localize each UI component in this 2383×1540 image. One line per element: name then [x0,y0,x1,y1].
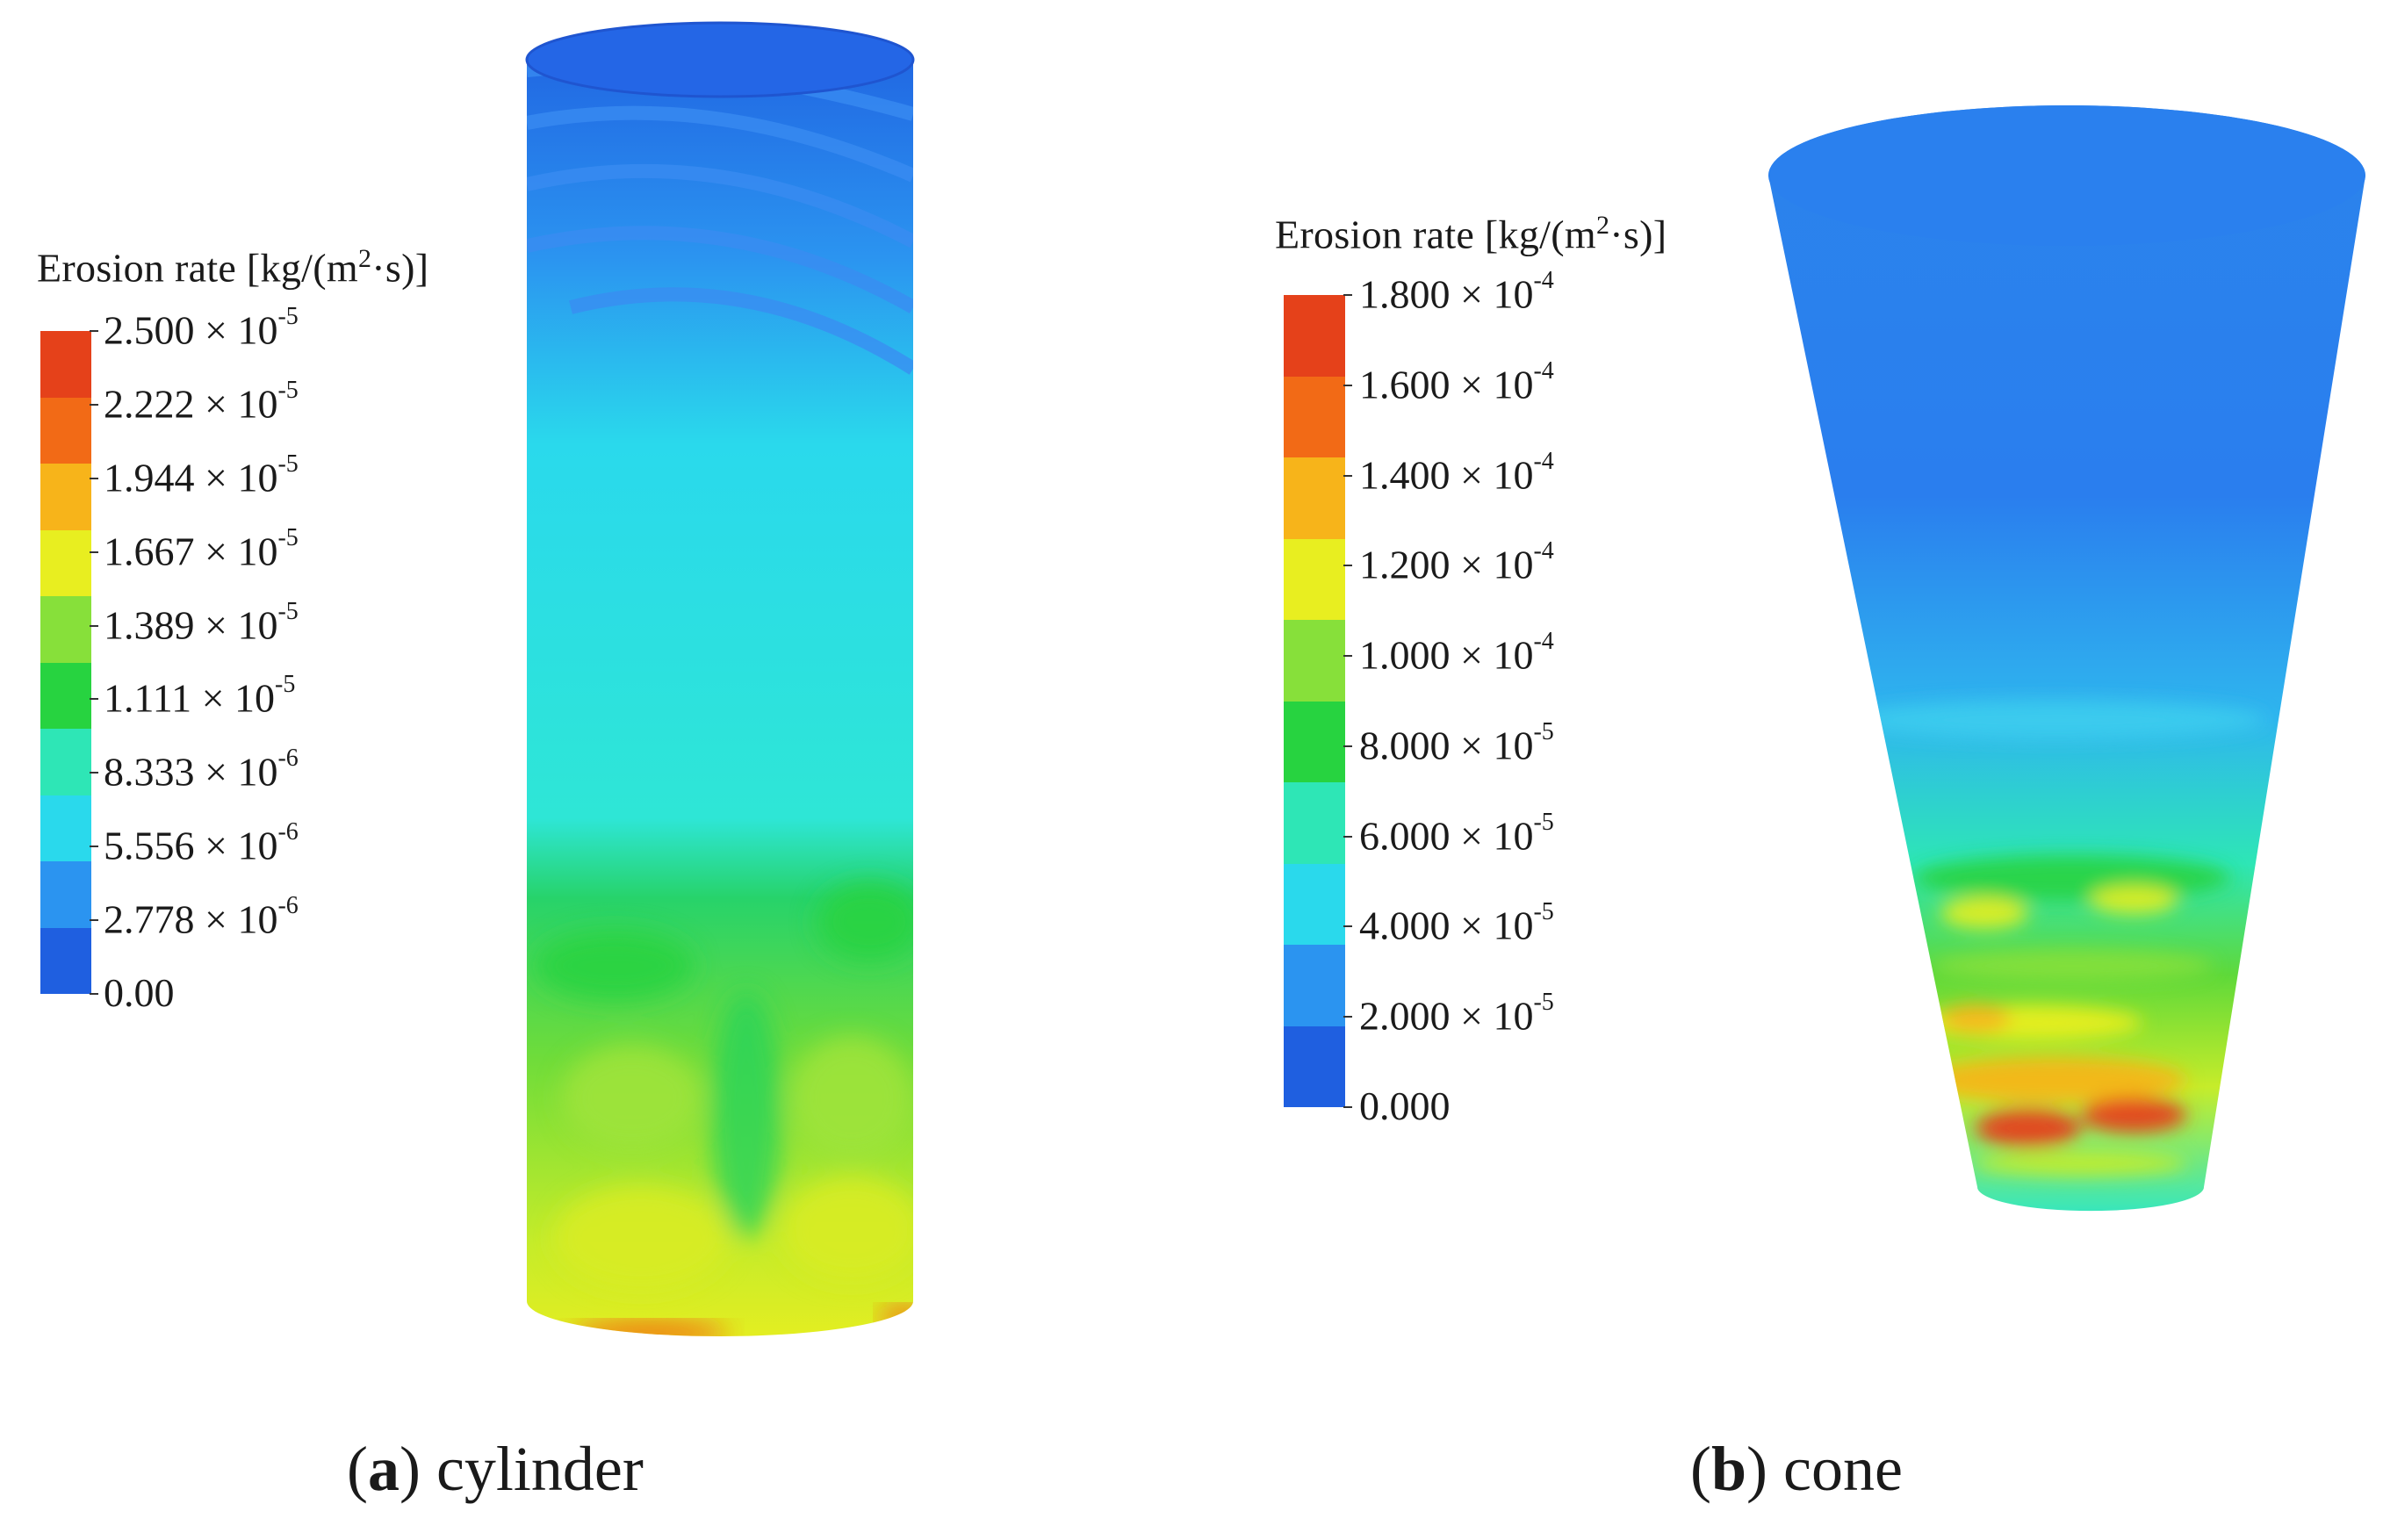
caption-a-text: cylinder [436,1434,644,1504]
colorbar-swatch [40,861,91,928]
colorbar-tick-mark [90,551,98,553]
colorbar-tick-label: 4.000 × 10-5 [1359,898,1554,948]
colorbar-swatch [1284,863,1345,945]
colorbar-tick-mark [1343,474,1352,477]
colorbar-swatch [1284,538,1345,620]
colorbar-tick-label: 2.500 × 10-5 [104,303,299,353]
legend-a-title: Erosion rate [kg/(m2·s)] [37,244,429,291]
colorbar-swatch [40,331,91,398]
colorbar-tick-label: 1.944 × 10-5 [104,450,299,500]
colorbar-swatch [1284,457,1345,539]
colorbar-tick-label: 6.000 × 10-5 [1359,808,1554,858]
colorbar-tick-mark [1343,745,1352,747]
colorbar-swatch [40,397,91,464]
colorbar-tick-mark [90,477,98,479]
colorbar-swatch [1284,945,1345,1026]
colorbar-tick-label: 1.000 × 10-4 [1359,628,1554,678]
colorbar-tick-mark [1343,384,1352,386]
colorbar-swatch [40,795,91,861]
colorbar-swatch [1284,376,1345,457]
colorbar-tick-label: 1.800 × 10-4 [1359,267,1554,317]
colorbar-swatch [1284,1025,1345,1107]
colorbar-swatch [1284,782,1345,864]
colorbar-tick-mark [90,772,98,774]
colorbar-tick-mark [1343,294,1352,296]
colorbar-tick-mark [1343,655,1352,658]
colorbar-tick-mark [90,698,98,701]
colorbar-tick-label: 2.222 × 10-5 [104,376,299,427]
colorbar-tick-label: 8.000 × 10-5 [1359,717,1554,768]
colorbar-tick-mark [1343,925,1352,928]
colorbar-tick-mark [1343,1106,1352,1108]
colorbar-tick-mark [1343,1016,1352,1018]
colorbar-tick-mark [1343,835,1352,838]
colorbar-tick-mark [90,919,98,922]
legend-a-colorbar [40,331,91,994]
cylinder-erosion-contour [525,21,915,1336]
colorbar-tick-label: 0.00 [104,970,175,1015]
colorbar-swatch [1284,620,1345,702]
colorbar-tick-mark [90,330,98,332]
caption-a: (a) cylinder [347,1434,644,1504]
caption-b-text: cone [1783,1434,1903,1504]
colorbar-tick-mark [1343,565,1352,567]
colorbar-tick-label: 1.400 × 10-4 [1359,447,1554,497]
colorbar-swatch [1284,701,1345,782]
colorbar-swatch [40,662,91,729]
colorbar-swatch [40,927,91,994]
colorbar-tick-mark [90,846,98,848]
legend-b-colorbar [1284,295,1345,1107]
colorbar-tick-mark [90,403,98,406]
colorbar-tick-label: 0.000 [1359,1083,1451,1128]
cone-erosion-contour [1768,105,2365,1212]
colorbar-tick-label: 2.000 × 10-5 [1359,989,1554,1039]
colorbar-swatch [40,464,91,530]
colorbar-tick-label: 1.200 × 10-4 [1359,537,1554,587]
colorbar-tick-label: 1.389 × 10-5 [104,597,299,647]
colorbar-tick-label: 8.333 × 10-6 [104,745,299,795]
colorbar-swatch [40,596,91,663]
colorbar-tick-label: 2.778 × 10-6 [104,892,299,942]
colorbar-tick-mark [90,624,98,627]
colorbar-swatch [1284,295,1345,377]
colorbar-tick-label: 1.600 × 10-4 [1359,356,1554,407]
colorbar-swatch [40,529,91,596]
colorbar-tick-label: 1.111 × 10-5 [104,671,296,721]
colorbar-tick-label: 5.556 × 10-6 [104,818,299,868]
legend-b-title: Erosion rate [kg/(m2·s)] [1275,211,1667,257]
colorbar-swatch [40,729,91,795]
colorbar-tick-label: 1.667 × 10-5 [104,523,299,573]
caption-b: (b) cone [1690,1434,1903,1504]
colorbar-tick-mark [90,993,98,995]
